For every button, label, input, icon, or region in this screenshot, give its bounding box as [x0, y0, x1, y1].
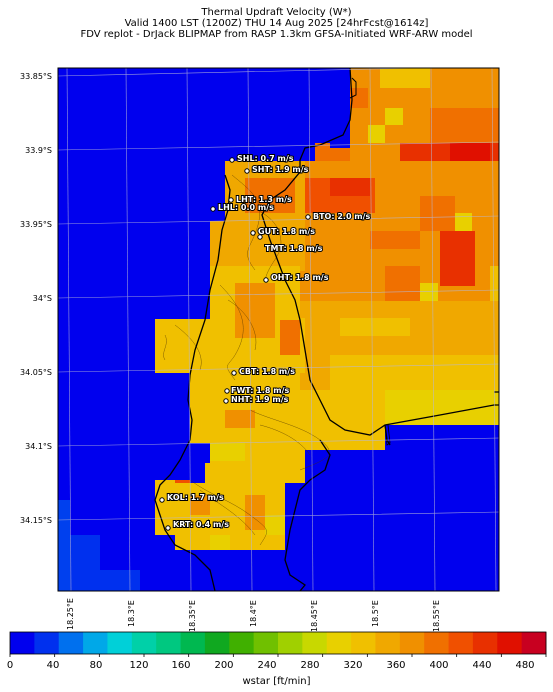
valid-time: Valid 1400 LST (1200Z) THU 14 Aug 2025 […	[124, 18, 429, 29]
colorbar-tick-label: 120	[129, 660, 149, 671]
map-frame	[57, 67, 500, 592]
colorbar-swatch	[326, 632, 352, 654]
lon-tick-label: 18.55°E	[432, 600, 441, 632]
colorbar-swatch	[58, 632, 84, 654]
station-kol[interactable]: KOL: 1.7 m/s	[159, 492, 225, 503]
colorbar-swatch	[83, 632, 108, 654]
station-label: BTO: 2.0 m/s	[313, 212, 371, 221]
station-label: LHT: 1.3 m/s	[236, 195, 292, 204]
station-label: OHT: 1.8 m/s	[271, 273, 329, 282]
station-lhl[interactable]: LHL: 0.0 m/s	[210, 202, 275, 213]
station-shl[interactable]: SHL: 0.7 m/s	[229, 153, 295, 164]
colorbar-ticks	[9, 654, 547, 657]
colorbar	[10, 632, 547, 654]
station-label: TMT: 1.8 m/s	[265, 244, 323, 253]
colorbar-swatch	[521, 632, 547, 654]
station-bto[interactable]: BTO: 2.0 m/s	[305, 211, 372, 222]
colorbar-tick-label: 360	[386, 660, 406, 671]
lat-tick-label: 33.9°S	[25, 146, 52, 155]
lat-tick-label: 34.1°S	[25, 442, 52, 451]
colorbar-swatch	[351, 632, 376, 654]
colorbar-tick-label: 160	[171, 660, 191, 671]
colorbar-tick-label: 480	[515, 660, 535, 671]
colorbar-tick-label: 440	[472, 660, 492, 671]
colorbar-swatch	[229, 632, 255, 654]
station-label: LHL: 0.0 m/s	[218, 203, 274, 212]
station-fwt[interactable]: FWT: 1.8 m/s	[224, 385, 291, 396]
colorbar-swatch	[302, 632, 328, 654]
lat-axis: 33.85°S 33.9°S 33.95°S 34°S 34.05°S 34.1…	[20, 72, 52, 525]
colorbar-swatch	[10, 632, 35, 654]
colorbar-swatch	[448, 632, 474, 654]
colorbar-tick-label: 80	[89, 660, 103, 671]
colorbar-swatch	[375, 632, 401, 654]
colorbar-swatch	[399, 632, 425, 654]
lon-tick-label: 18.35°E	[188, 600, 197, 632]
colorbar-swatch	[497, 632, 523, 654]
station-label: CBT: 1.8 m/s	[239, 367, 295, 376]
model-source: FDV replot - DrJack BLIPMAP from RASP 1.…	[80, 29, 473, 40]
station-label: KRT: 0.4 m/s	[173, 520, 229, 529]
lat-tick-label: 33.85°S	[20, 72, 52, 81]
station-label: GUT: 1.8 m/s	[258, 227, 315, 236]
colorbar-swatch	[253, 632, 279, 654]
station-nht[interactable]: NHT: 1.9 m/s	[223, 394, 290, 405]
colorbar-tick-label: 200	[214, 660, 234, 671]
colorbar-swatch	[180, 632, 206, 654]
colorbar-swatch	[278, 632, 303, 654]
colorbar-swatch	[156, 632, 181, 654]
colorbar-tick-label: 280	[300, 660, 320, 671]
lon-axis: 18.25°E 18.3°E 18.35°E 18.4°E 18.45°E 18…	[66, 598, 441, 632]
station-label: SHL: 0.7 m/s	[237, 154, 294, 163]
graticule	[58, 68, 499, 591]
colorbar-tick-label: 400	[429, 660, 449, 671]
station-label: FWT: 1.8 m/s	[231, 386, 290, 395]
lat-tick-label: 34.05°S	[20, 368, 52, 377]
lon-tick-label: 18.4°E	[249, 600, 258, 627]
colorbar-tick-label: 240	[257, 660, 277, 671]
colorbar-swatch	[34, 632, 60, 654]
colorbar-swatch	[424, 632, 449, 654]
colorbar-tick-label: 0	[6, 660, 14, 671]
station-gut[interactable]: GUT: 1.8 m/s	[250, 226, 316, 237]
colorbar-tick-label: 320	[343, 660, 363, 671]
colorbar-swatch	[107, 632, 133, 654]
map-title: Thermal Updraft Velocity (W*)	[201, 7, 352, 18]
colorbar-swatch	[131, 632, 157, 654]
lon-tick-label: 18.25°E	[66, 598, 75, 630]
station-label: KOL: 1.7 m/s	[167, 493, 224, 502]
station-sht[interactable]: SHT: 1.9 m/s	[244, 164, 310, 175]
station-krt[interactable]: KRT: 0.4 m/s	[165, 519, 230, 531]
station-oht[interactable]: OHT: 1.8 m/s	[263, 272, 330, 283]
terrain-contours	[163, 174, 330, 546]
station-label: NHT: 1.9 m/s	[231, 395, 289, 404]
colorbar-title: wstar [ft/min]	[242, 676, 311, 687]
colorbar-tick-label: 40	[46, 660, 60, 671]
station-tmt[interactable]: TMT: 1.8 m/s	[257, 234, 324, 254]
lat-tick-label: 33.95°S	[20, 220, 52, 229]
lat-tick-label: 34.15°S	[20, 516, 52, 525]
colorbar-swatch	[472, 632, 498, 654]
lon-tick-label: 18.45°E	[310, 600, 319, 632]
coastline-island	[349, 77, 357, 99]
station-label: SHT: 1.9 m/s	[252, 165, 309, 174]
colorbar-swatch	[204, 632, 230, 654]
lon-tick-label: 18.3°E	[127, 600, 136, 627]
lat-tick-label: 34°S	[33, 294, 52, 303]
lon-tick-label: 18.5°E	[371, 600, 380, 627]
station-cbt[interactable]: CBT: 1.8 m/s	[231, 366, 296, 377]
station-lht[interactable]: LHT: 1.3 m/s	[228, 194, 293, 205]
stations: SHL: 0.7 m/s SHT: 1.9 m/s LHT: 1.3 m/s L…	[159, 153, 372, 531]
ocean-patches	[58, 68, 499, 591]
